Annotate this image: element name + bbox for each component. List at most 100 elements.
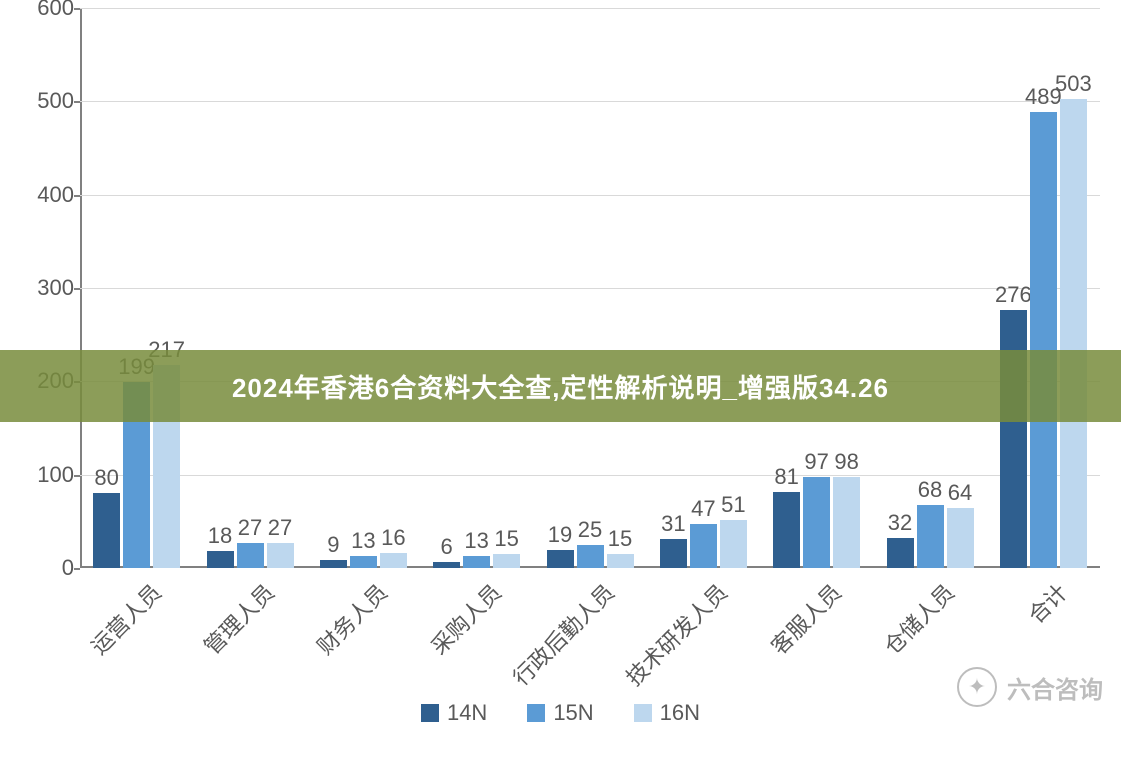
bar: 13 [463, 556, 490, 568]
watermark-text: 六合咨询 [1007, 670, 1103, 705]
bar-value-label: 31 [661, 511, 685, 537]
bar-value-label: 19 [548, 522, 572, 548]
chart-container: 0100200300400500600 80199217182727913166… [20, 8, 1100, 568]
x-tick-label: 仓储人员 [876, 576, 961, 661]
legend-item: 16N [634, 700, 700, 726]
gridline [80, 288, 1100, 289]
y-tick-label: 400 [37, 182, 74, 208]
bar: 27 [237, 543, 264, 568]
bar-value-label: 13 [351, 528, 375, 554]
gridline [80, 195, 1100, 196]
bar-group: 91316 [320, 553, 407, 568]
bar: 97 [803, 477, 830, 568]
gridline [80, 8, 1100, 9]
wechat-icon: ✦ [957, 667, 997, 707]
bar: 18 [207, 551, 234, 568]
bar-group: 61315 [433, 554, 520, 568]
y-tick-label: 0 [62, 555, 74, 581]
bar: 9 [320, 560, 347, 568]
bar: 27 [267, 543, 294, 568]
bar-value-label: 6 [441, 534, 453, 560]
bar-value-label: 64 [948, 480, 972, 506]
bar: 489 [1030, 112, 1057, 568]
bar-value-label: 9 [327, 532, 339, 558]
bar-value-label: 32 [888, 510, 912, 536]
x-tick-label: 客服人员 [762, 576, 847, 661]
x-axis-labels: 运营人员管理人员财务人员采购人员行政后勤人员技术研发人员客服人员仓储人员合计 [80, 576, 1100, 676]
x-tick-label: 管理人员 [196, 576, 281, 661]
bar: 68 [917, 505, 944, 568]
bar-group: 192515 [547, 545, 634, 568]
bar-group: 819798 [773, 477, 860, 568]
bar-value-label: 80 [94, 465, 118, 491]
bar-group: 182727 [207, 543, 294, 568]
bar-value-label: 27 [238, 515, 262, 541]
legend-swatch [634, 704, 652, 722]
bar-value-label: 13 [464, 528, 488, 554]
x-tick-label: 采购人员 [422, 576, 507, 661]
bar: 19 [547, 550, 574, 568]
x-tick-label: 技术研发人员 [618, 576, 734, 692]
bar-group: 276489503 [1000, 99, 1087, 568]
y-axis: 0100200300400500600 [20, 8, 80, 568]
x-tick-label: 合计 [1020, 576, 1074, 630]
bar: 31 [660, 539, 687, 568]
watermark: ✦ 六合咨询 [957, 667, 1103, 707]
legend-item: 14N [421, 700, 487, 726]
y-tick-label: 100 [37, 462, 74, 488]
y-tick-mark [74, 568, 80, 570]
x-tick-label: 运营人员 [82, 576, 167, 661]
bar: 503 [1060, 99, 1087, 568]
bar-group: 314751 [660, 520, 747, 568]
bar: 25 [577, 545, 604, 568]
y-tick-mark [74, 101, 80, 103]
bar: 47 [690, 524, 717, 568]
bar-group: 326864 [887, 505, 974, 568]
y-tick-mark [74, 288, 80, 290]
legend-swatch [527, 704, 545, 722]
bar: 15 [607, 554, 634, 568]
bar-value-label: 276 [995, 282, 1032, 308]
bar-value-label: 503 [1055, 71, 1092, 97]
bar: 80 [93, 493, 120, 568]
gridline [80, 475, 1100, 476]
bar: 15 [493, 554, 520, 568]
bar-value-label: 81 [774, 464, 798, 490]
bar: 32 [887, 538, 914, 568]
bar-value-label: 15 [608, 526, 632, 552]
legend: 14N 15N 16N [0, 700, 1121, 726]
bar: 6 [433, 562, 460, 568]
bar: 81 [773, 492, 800, 568]
bar-value-label: 16 [381, 525, 405, 551]
bar-value-label: 25 [578, 517, 602, 543]
bar: 64 [947, 508, 974, 568]
y-tick-label: 500 [37, 88, 74, 114]
bar: 13 [350, 556, 377, 568]
bar-value-label: 97 [804, 449, 828, 475]
bar-value-label: 51 [721, 492, 745, 518]
overlay-text: 2024年香港6合资料大全查,定性解析说明_增强版34.26 [232, 368, 889, 405]
bar-value-label: 98 [834, 449, 858, 475]
bar: 51 [720, 520, 747, 568]
bar-value-label: 18 [208, 523, 232, 549]
bar-value-label: 47 [691, 496, 715, 522]
y-tick-mark [74, 475, 80, 477]
gridline [80, 101, 1100, 102]
overlay-banner: 2024年香港6合资料大全查,定性解析说明_增强版34.26 [0, 350, 1121, 422]
bar-value-label: 27 [268, 515, 292, 541]
plot-area: 8019921718272791316613151925153147518197… [80, 8, 1100, 568]
legend-swatch [421, 704, 439, 722]
legend-label: 16N [660, 700, 700, 726]
y-tick-mark [74, 195, 80, 197]
legend-label: 14N [447, 700, 487, 726]
y-tick-label: 600 [37, 0, 74, 21]
bar: 16 [380, 553, 407, 568]
bar: 98 [833, 477, 860, 568]
bar-value-label: 15 [494, 526, 518, 552]
y-tick-label: 300 [37, 275, 74, 301]
x-tick-label: 行政后勤人员 [505, 576, 621, 692]
legend-label: 15N [553, 700, 593, 726]
legend-item: 15N [527, 700, 593, 726]
x-tick-label: 财务人员 [309, 576, 394, 661]
bar-value-label: 68 [918, 477, 942, 503]
